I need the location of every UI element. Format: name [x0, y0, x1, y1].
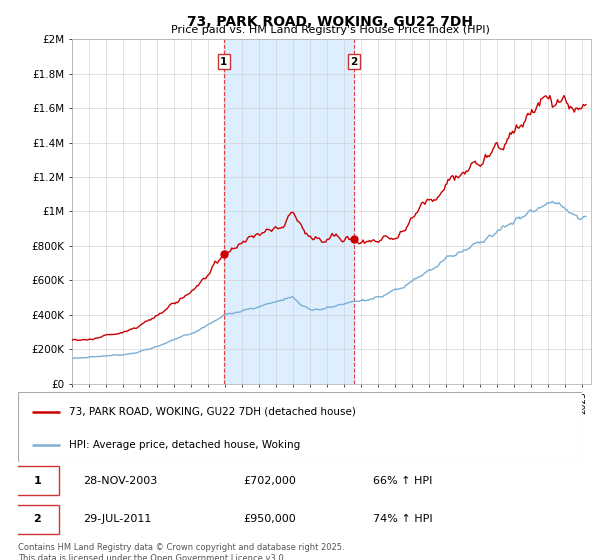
- Bar: [224, 39, 354, 384]
- Text: 73, PARK ROAD, WOKING, GU22 7DH (detached house): 73, PARK ROAD, WOKING, GU22 7DH (detache…: [69, 407, 356, 417]
- Text: Price paid vs. HM Land Registry's House Price Index (HPI): Price paid vs. HM Land Registry's House …: [170, 25, 490, 35]
- Text: 2: 2: [34, 515, 41, 524]
- Text: 66% ↑ HPI: 66% ↑ HPI: [373, 476, 433, 486]
- Text: 28-NOV-2003: 28-NOV-2003: [83, 476, 157, 486]
- Text: 2: 2: [350, 57, 358, 67]
- FancyBboxPatch shape: [18, 392, 582, 462]
- FancyBboxPatch shape: [15, 466, 59, 496]
- Text: Contains HM Land Registry data © Crown copyright and database right 2025.
This d: Contains HM Land Registry data © Crown c…: [18, 543, 344, 560]
- Text: 1: 1: [220, 57, 227, 67]
- FancyBboxPatch shape: [15, 505, 59, 534]
- Text: 73, PARK ROAD, WOKING, GU22 7DH: 73, PARK ROAD, WOKING, GU22 7DH: [187, 15, 473, 29]
- Text: £702,000: £702,000: [244, 476, 296, 486]
- Text: £950,000: £950,000: [244, 515, 296, 524]
- Text: 1: 1: [34, 476, 41, 486]
- Text: 29-JUL-2011: 29-JUL-2011: [83, 515, 151, 524]
- Text: 74% ↑ HPI: 74% ↑ HPI: [373, 515, 433, 524]
- Text: HPI: Average price, detached house, Woking: HPI: Average price, detached house, Woki…: [69, 440, 300, 450]
